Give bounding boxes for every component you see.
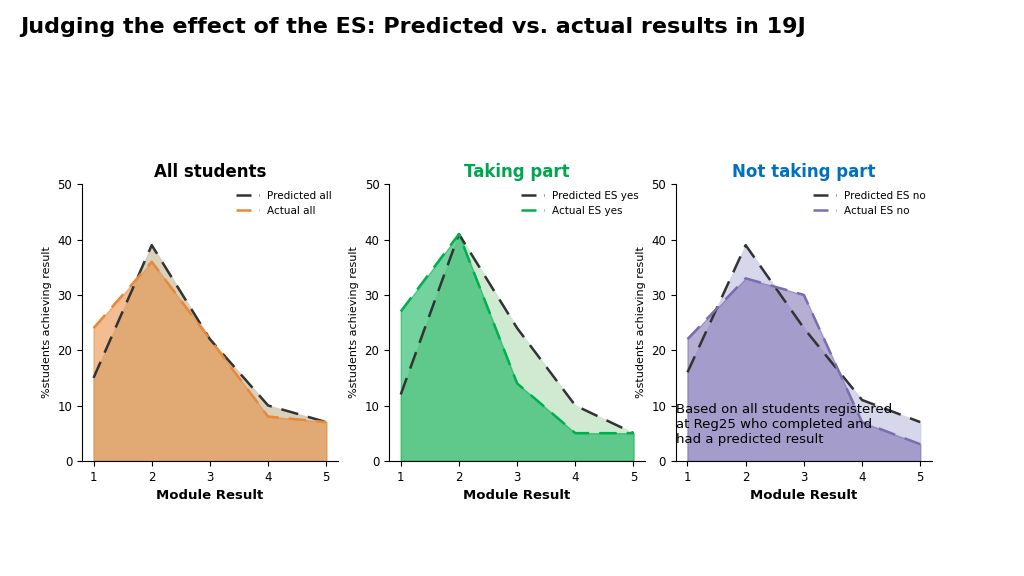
X-axis label: Module Result: Module Result [157, 489, 263, 502]
X-axis label: Module Result: Module Result [464, 489, 570, 502]
X-axis label: Module Result: Module Result [751, 489, 857, 502]
Legend: Predicted ES yes, Actual ES yes: Predicted ES yes, Actual ES yes [517, 187, 643, 220]
Legend: Predicted ES no, Actual ES no: Predicted ES no, Actual ES no [808, 187, 930, 220]
Title: All students: All students [154, 164, 266, 181]
Y-axis label: %students achieving result: %students achieving result [42, 247, 52, 399]
Title: Taking part: Taking part [464, 164, 570, 181]
Text: Based on all students registered
at Reg25 who completed and
had a predicted resu: Based on all students registered at Reg2… [676, 403, 892, 446]
Legend: Predicted all, Actual all: Predicted all, Actual all [231, 187, 336, 220]
Text: Judging the effect of the ES: Predicted vs. actual results in 19J: Judging the effect of the ES: Predicted … [20, 17, 806, 37]
Title: Not taking part: Not taking part [732, 164, 876, 181]
Y-axis label: %students achieving result: %students achieving result [636, 247, 646, 399]
Y-axis label: %students achieving result: %students achieving result [349, 247, 359, 399]
